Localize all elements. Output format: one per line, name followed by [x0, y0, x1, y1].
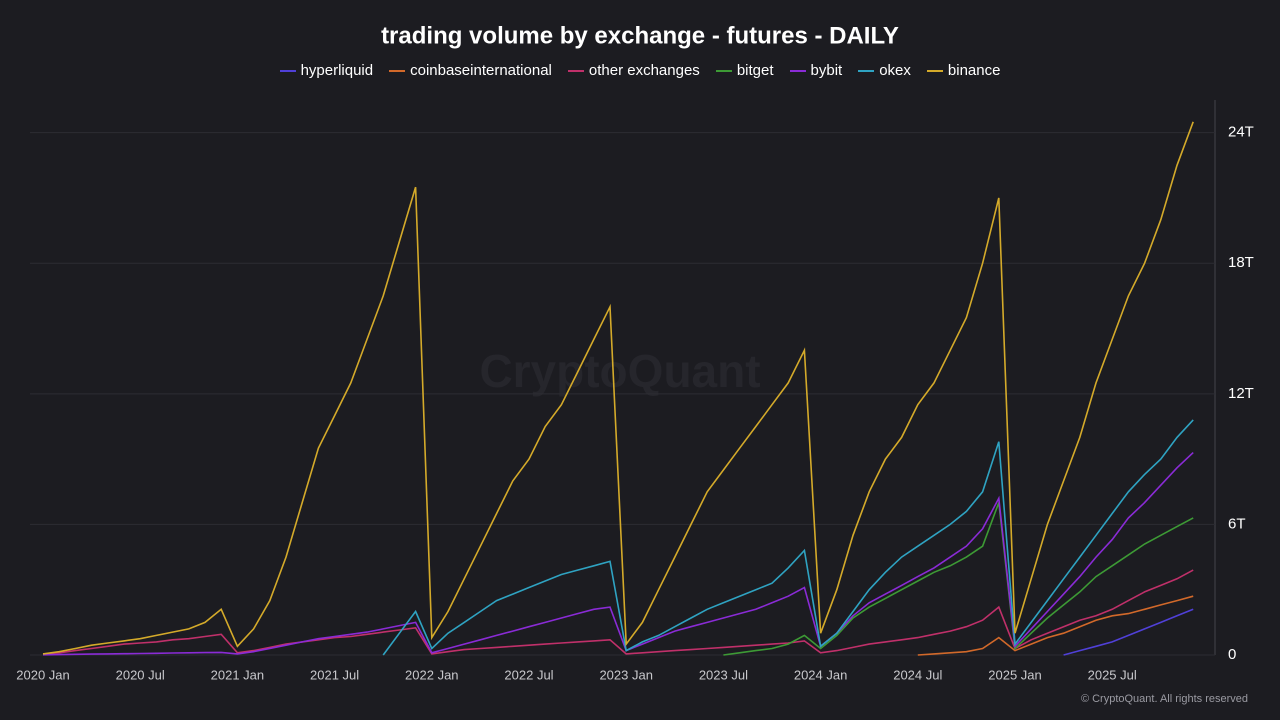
- legend-swatch: [279, 69, 296, 72]
- series-line: [42, 121, 1194, 655]
- series-line: [723, 502, 1194, 656]
- series-line: [42, 452, 1194, 656]
- legend-item[interactable]: coinbaseinternational: [389, 62, 552, 79]
- x-tick-label: 2021 Jan: [211, 667, 265, 682]
- x-tick-label: 2022 Jul: [504, 667, 553, 682]
- legend-item[interactable]: bitget: [715, 62, 774, 79]
- x-tick-label: 2023 Jul: [699, 667, 748, 682]
- y-tick-label: 0: [1228, 646, 1236, 663]
- legend-item[interactable]: okex: [858, 62, 911, 79]
- legend-label: bybit: [810, 62, 843, 79]
- x-tick-label: 2025 Jul: [1088, 667, 1137, 682]
- legend-label: binance: [947, 62, 1001, 79]
- x-tick-label: 2025 Jan: [988, 667, 1042, 682]
- legend-label: bitget: [736, 62, 774, 79]
- legend-item[interactable]: other exchanges: [567, 62, 700, 79]
- legend-label: okex: [879, 62, 911, 79]
- legend-swatch: [789, 69, 806, 72]
- legend-swatch: [926, 69, 943, 72]
- series-line: [1063, 608, 1194, 656]
- x-tick-label: 2020 Jan: [16, 667, 70, 682]
- legend-swatch: [858, 69, 875, 72]
- series-line: [917, 595, 1194, 656]
- x-tick-label: 2022 Jan: [405, 667, 459, 682]
- legend-swatch: [389, 69, 406, 72]
- legend-item[interactable]: binance: [926, 62, 1001, 79]
- x-tick-label: 2023 Jan: [599, 667, 653, 682]
- series-line: [42, 569, 1194, 655]
- x-tick-label: 2020 Jul: [116, 667, 165, 682]
- legend-label: other exchanges: [588, 62, 700, 79]
- x-tick-label: 2021 Jul: [310, 667, 359, 682]
- chart-title: trading volume by exchange - futures - D…: [381, 22, 899, 49]
- legend-label: hyperliquid: [300, 62, 374, 79]
- legend: hyperliquid coinbaseinternational other ex…: [0, 62, 1280, 79]
- y-tick-label: 24T: [1228, 124, 1254, 141]
- legend-swatch: [715, 69, 732, 72]
- legend-item[interactable]: hyperliquid: [279, 62, 374, 79]
- credit: © CryptoQuant. All rights reserved: [1081, 693, 1248, 705]
- watermark: CryptoQuant: [479, 345, 760, 397]
- series-line: [382, 419, 1194, 656]
- x-tick-label: 2024 Jan: [794, 667, 848, 682]
- y-tick-label: 12T: [1228, 385, 1254, 402]
- y-tick-label: 6T: [1228, 515, 1246, 532]
- legend-label: coinbaseinternational: [410, 62, 552, 79]
- x-tick-label: 2024 Jul: [893, 667, 942, 682]
- legend-item[interactable]: bybit: [789, 62, 843, 79]
- legend-swatch: [567, 69, 584, 72]
- y-tick-label: 18T: [1228, 254, 1254, 271]
